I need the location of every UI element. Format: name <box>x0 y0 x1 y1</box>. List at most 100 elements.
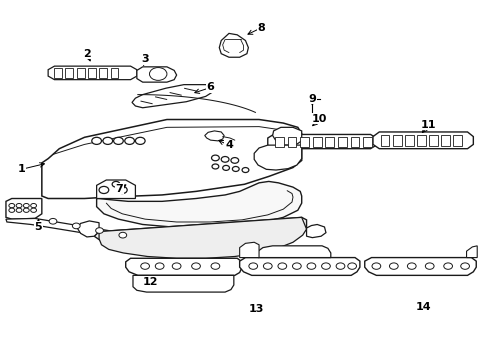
Polygon shape <box>239 257 359 275</box>
Bar <box>300 136 308 147</box>
Polygon shape <box>99 217 306 258</box>
Circle shape <box>221 157 228 162</box>
Bar <box>99 68 106 77</box>
Bar <box>65 68 73 77</box>
Bar <box>452 135 461 146</box>
Circle shape <box>141 263 149 269</box>
Circle shape <box>211 155 219 161</box>
Circle shape <box>117 186 127 194</box>
Polygon shape <box>137 67 176 82</box>
Polygon shape <box>125 258 242 275</box>
Text: 11: 11 <box>420 120 436 130</box>
Text: 13: 13 <box>248 304 264 314</box>
Polygon shape <box>132 85 213 108</box>
Circle shape <box>292 263 301 269</box>
Text: 1: 1 <box>18 164 25 174</box>
Polygon shape <box>272 127 301 145</box>
Polygon shape <box>466 246 476 257</box>
Circle shape <box>23 208 29 212</box>
Bar <box>350 136 359 147</box>
Bar <box>416 135 425 146</box>
Polygon shape <box>97 181 301 227</box>
Circle shape <box>31 203 37 208</box>
Circle shape <box>407 263 415 269</box>
Polygon shape <box>372 132 472 149</box>
Polygon shape <box>48 66 137 80</box>
Polygon shape <box>239 242 259 257</box>
Circle shape <box>306 263 315 269</box>
Text: 12: 12 <box>142 278 158 288</box>
Text: 14: 14 <box>415 302 431 312</box>
Bar <box>380 135 388 146</box>
Circle shape <box>212 164 218 169</box>
Bar <box>77 68 84 77</box>
Polygon shape <box>204 131 224 141</box>
Polygon shape <box>306 225 325 238</box>
Circle shape <box>263 263 272 269</box>
Bar <box>312 136 321 147</box>
Circle shape <box>9 203 15 208</box>
Circle shape <box>135 137 145 144</box>
Circle shape <box>232 166 239 171</box>
Polygon shape <box>94 217 306 251</box>
Bar <box>404 135 413 146</box>
Circle shape <box>49 219 57 224</box>
Circle shape <box>371 263 380 269</box>
Circle shape <box>321 263 329 269</box>
Text: 5: 5 <box>35 222 42 232</box>
Circle shape <box>242 167 248 172</box>
Text: 4: 4 <box>224 140 232 150</box>
Polygon shape <box>6 198 42 219</box>
Polygon shape <box>267 134 376 149</box>
Circle shape <box>149 68 166 80</box>
Circle shape <box>335 263 344 269</box>
Circle shape <box>222 165 229 170</box>
Circle shape <box>119 232 126 238</box>
Text: 3: 3 <box>141 54 149 64</box>
Polygon shape <box>254 145 301 170</box>
Circle shape <box>23 203 29 208</box>
Polygon shape <box>97 180 135 198</box>
Polygon shape <box>364 257 475 275</box>
Text: 9: 9 <box>308 94 316 104</box>
Bar <box>363 136 371 147</box>
Bar <box>110 68 118 77</box>
Polygon shape <box>258 246 330 257</box>
Bar <box>287 136 296 147</box>
Bar <box>392 135 401 146</box>
Bar <box>325 136 333 147</box>
Polygon shape <box>133 275 233 292</box>
Circle shape <box>155 263 163 269</box>
Circle shape <box>211 263 219 269</box>
Text: 8: 8 <box>257 23 265 33</box>
Circle shape <box>92 137 102 144</box>
Circle shape <box>99 186 108 194</box>
Circle shape <box>172 263 181 269</box>
Text: 2: 2 <box>83 49 91 59</box>
Circle shape <box>191 263 200 269</box>
Bar <box>428 135 437 146</box>
Circle shape <box>113 137 123 144</box>
Circle shape <box>31 208 37 212</box>
Circle shape <box>16 208 22 212</box>
Text: 10: 10 <box>311 114 326 124</box>
Circle shape <box>425 263 433 269</box>
Text: 6: 6 <box>206 82 214 93</box>
Bar <box>337 136 346 147</box>
Polygon shape <box>219 33 248 57</box>
Polygon shape <box>42 120 301 198</box>
Text: 7: 7 <box>115 184 123 194</box>
Bar <box>441 135 449 146</box>
Circle shape <box>443 263 451 269</box>
Circle shape <box>347 263 356 269</box>
Bar <box>274 136 283 147</box>
Circle shape <box>460 263 468 269</box>
Circle shape <box>388 263 397 269</box>
Polygon shape <box>6 219 157 245</box>
Circle shape <box>277 263 286 269</box>
Circle shape <box>102 137 112 144</box>
Circle shape <box>96 228 103 233</box>
Bar <box>88 68 96 77</box>
Circle shape <box>124 137 134 144</box>
Circle shape <box>72 223 80 229</box>
